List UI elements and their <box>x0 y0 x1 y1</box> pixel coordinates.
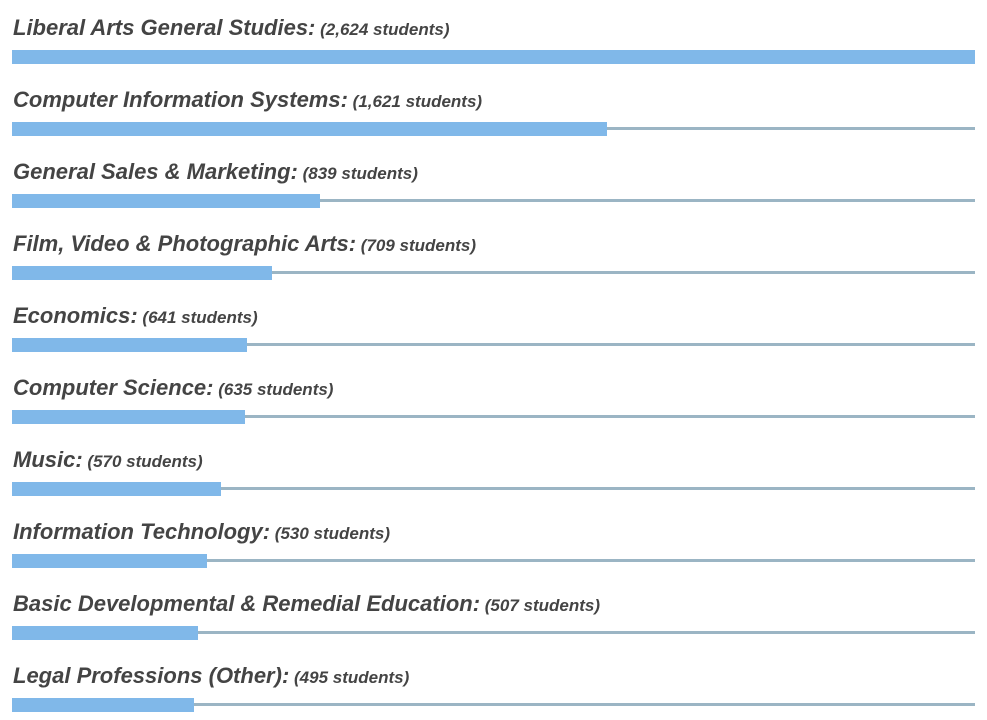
data-label: (839 students) <box>297 164 418 183</box>
category-label-line: Legal Professions (Other): (495 students… <box>13 663 409 689</box>
category-label-line: Liberal Arts General Studies: (2,624 stu… <box>13 15 450 41</box>
chart-row: Economics: (641 students) <box>12 288 975 360</box>
bar <box>12 410 245 424</box>
chart-row: Music: (570 students) <box>12 432 975 504</box>
bar-track <box>12 559 975 562</box>
category-label-line: Music: (570 students) <box>13 447 203 473</box>
category-label: Computer Information Systems: <box>13 87 348 112</box>
data-label: (507 students) <box>480 596 601 615</box>
chart-row: Computer Information Systems: (1,621 stu… <box>12 72 975 144</box>
bar-track <box>12 199 975 202</box>
category-label-line: Information Technology: (530 students) <box>13 519 390 545</box>
chart-row: General Sales & Marketing: (839 students… <box>12 144 975 216</box>
category-label-line: General Sales & Marketing: (839 students… <box>13 159 418 185</box>
bar <box>12 50 975 64</box>
data-label: (1,621 students) <box>347 92 483 111</box>
chart-row: Liberal Arts General Studies: (2,624 stu… <box>12 0 975 72</box>
chart-row: Computer Science: (635 students) <box>12 360 975 432</box>
data-label: (495 students) <box>289 668 410 687</box>
bar <box>12 266 272 280</box>
category-label: Information Technology: <box>13 519 271 544</box>
category-label: Liberal Arts General Studies: <box>13 15 316 40</box>
bar <box>12 122 607 136</box>
category-label: Economics: <box>13 303 138 328</box>
chart-row: Information Technology: (530 students) <box>12 504 975 576</box>
bar-track <box>12 271 975 274</box>
chart-row: Film, Video & Photographic Arts: (709 st… <box>12 216 975 288</box>
bar-track <box>12 703 975 706</box>
category-label-line: Film, Video & Photographic Arts: (709 st… <box>13 231 476 257</box>
bar <box>12 194 320 208</box>
category-label: Film, Video & Photographic Arts: <box>13 231 357 256</box>
data-label: (641 students) <box>137 308 258 327</box>
category-label-line: Computer Information Systems: (1,621 stu… <box>13 87 482 113</box>
bar <box>12 698 194 712</box>
bar <box>12 554 207 568</box>
category-label: Basic Developmental & Remedial Education… <box>13 591 481 616</box>
bar <box>12 482 221 496</box>
category-label-line: Economics: (641 students) <box>13 303 258 329</box>
data-label: (530 students) <box>270 524 391 543</box>
data-label: (2,624 students) <box>315 20 450 39</box>
bar-track <box>12 343 975 346</box>
data-label: (635 students) <box>213 380 334 399</box>
category-label-line: Basic Developmental & Remedial Education… <box>13 591 600 617</box>
chart-row: Basic Developmental & Remedial Education… <box>12 576 975 648</box>
category-label: General Sales & Marketing: <box>13 159 298 184</box>
data-label: (570 students) <box>82 452 203 471</box>
category-label: Legal Professions (Other): <box>13 663 290 688</box>
bar <box>12 338 247 352</box>
chart-row: Legal Professions (Other): (495 students… <box>12 648 975 720</box>
bar-track <box>12 631 975 634</box>
bar <box>12 626 198 640</box>
bar-track <box>12 487 975 490</box>
category-label-line: Computer Science: (635 students) <box>13 375 333 401</box>
data-label: (709 students) <box>356 236 477 255</box>
category-label: Music: <box>13 447 83 472</box>
bar-track <box>12 415 975 418</box>
category-label: Computer Science: <box>13 375 214 400</box>
